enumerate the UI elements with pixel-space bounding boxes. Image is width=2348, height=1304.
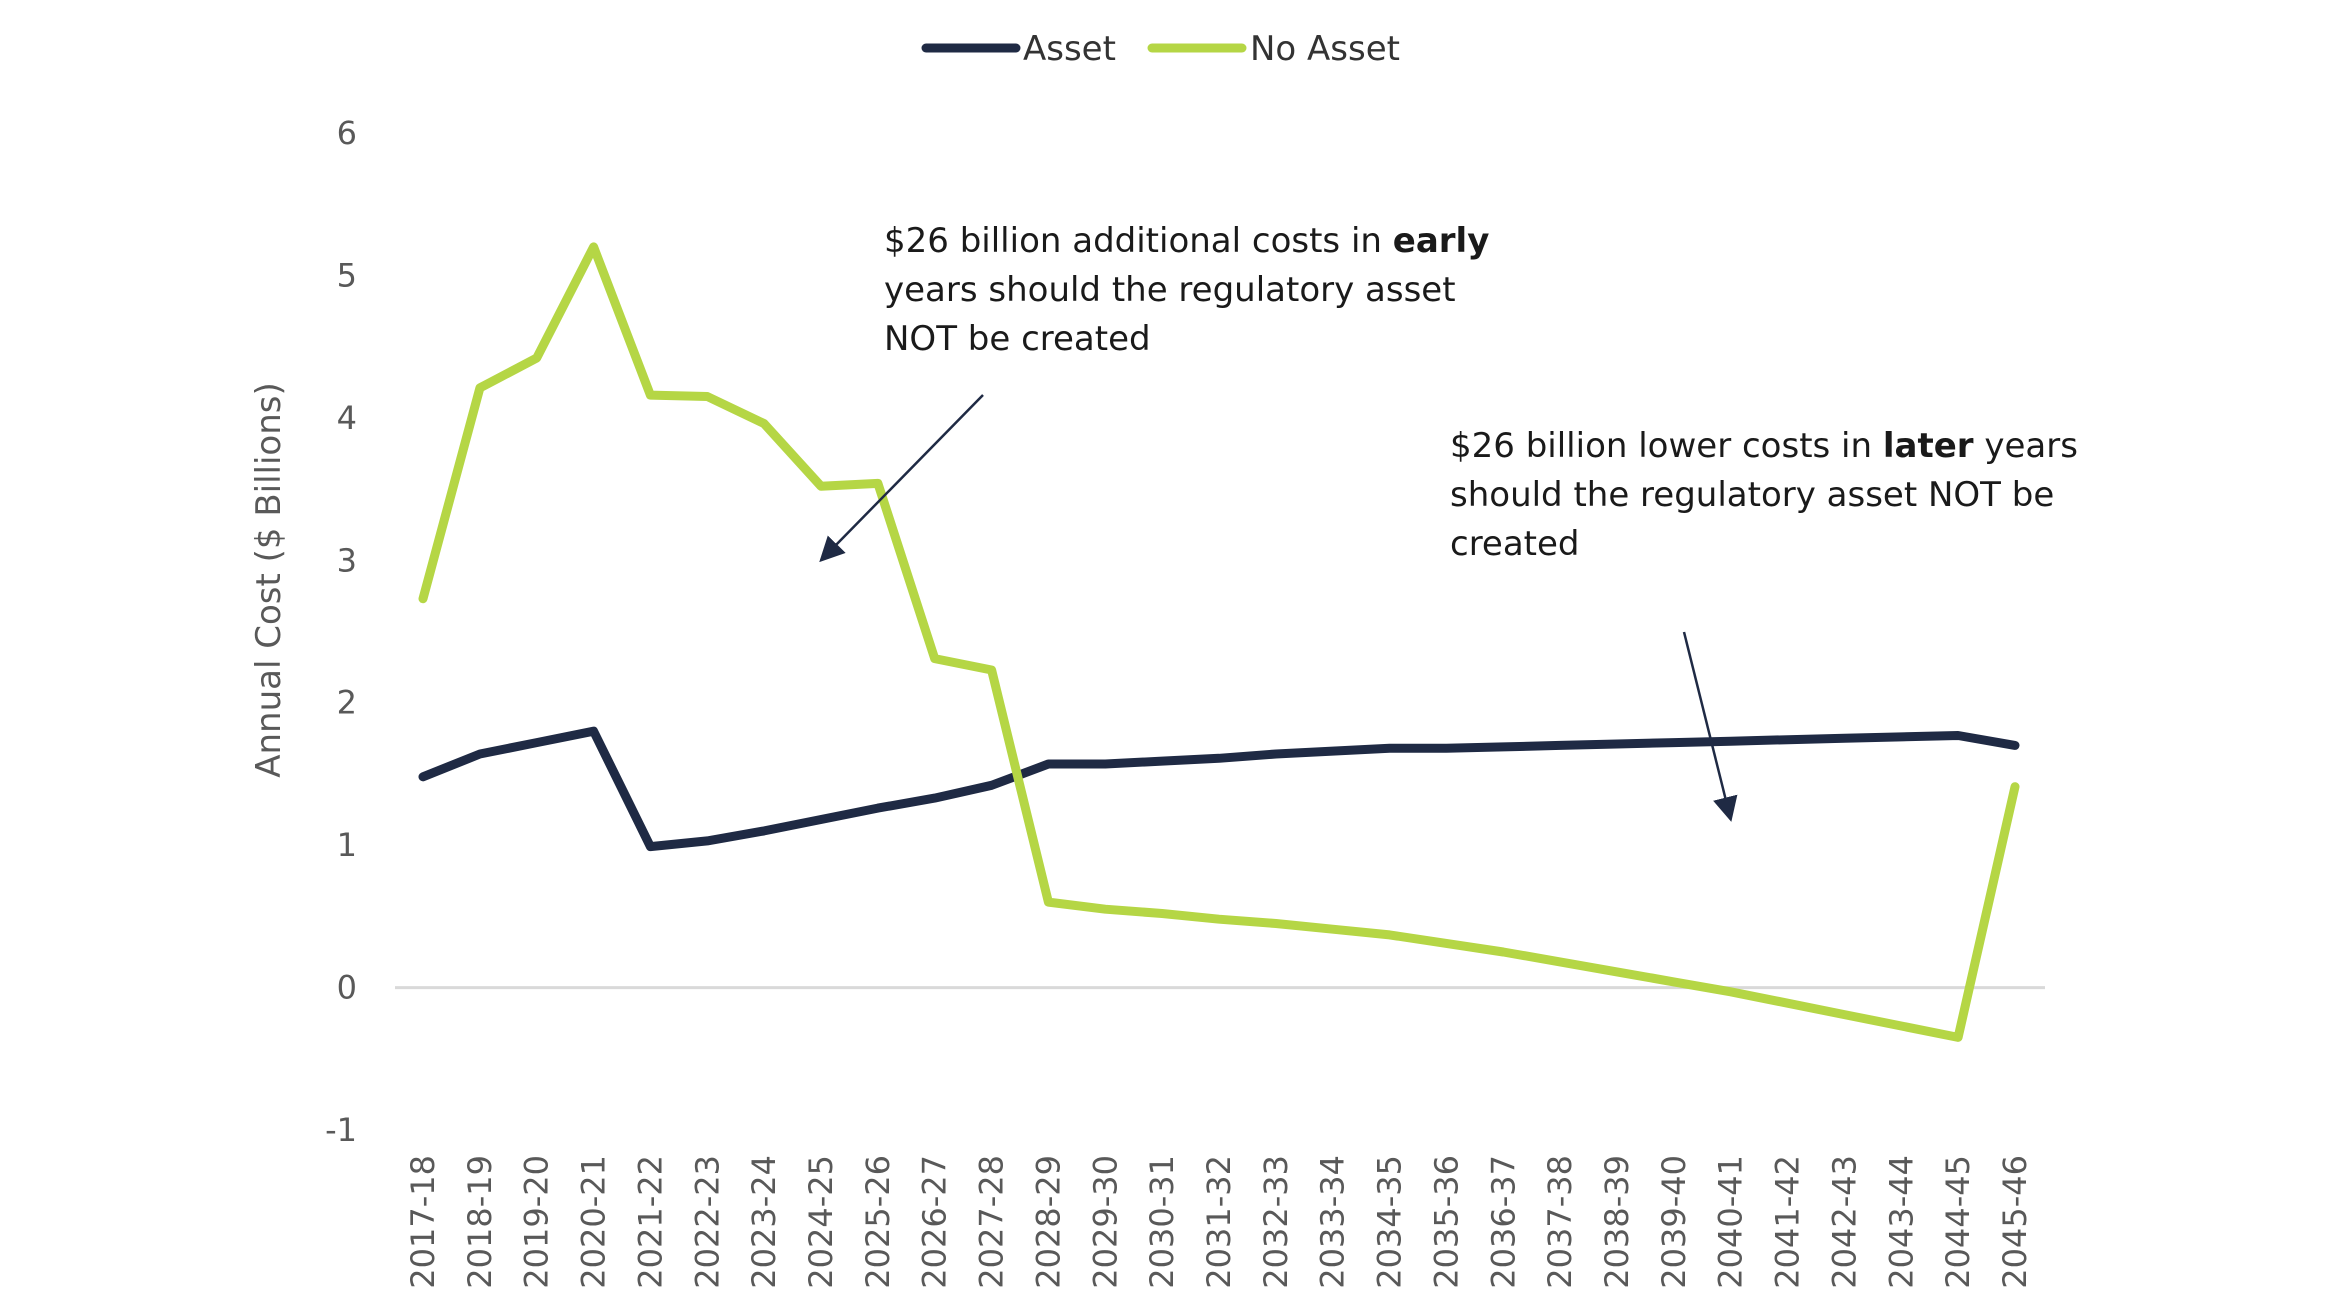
- x-tick-label: 2033-34: [1314, 1155, 1352, 1289]
- x-tick-label: 2017-18: [404, 1155, 442, 1289]
- y-tick-label: 0: [337, 969, 357, 1007]
- x-axis-ticks: 2017-18 2018-19 2019-20 2020-21 2021-22 2022-…: [404, 1155, 2034, 1289]
- annotation-arrow-later: [1682, 631, 1738, 822]
- series-line-asset: [418, 726, 2020, 852]
- x-tick-label: 2026-27: [916, 1155, 954, 1289]
- annotation-text-later: should the regulatory asset NOT be: [1450, 475, 2054, 515]
- x-tick-label: 2019-20: [518, 1155, 556, 1289]
- y-tick-label: 1: [337, 826, 357, 864]
- y-tick-label: 6: [337, 114, 357, 152]
- x-tick-label: 2028-29: [1029, 1155, 1067, 1289]
- annotation-text-later: $26 billion lower costs in later years: [1450, 426, 2078, 466]
- legend: Asset No Asset: [921, 29, 1400, 69]
- x-tick-label: 2035-36: [1427, 1155, 1465, 1289]
- y-tick-label: 5: [337, 256, 357, 294]
- x-tick-label: 2029-30: [1086, 1155, 1124, 1289]
- x-tick-label: 2018-19: [461, 1155, 499, 1289]
- x-tick-label: 2020-21: [575, 1155, 613, 1289]
- annotations: $26 billion additional costs in early yea…: [819, 221, 2078, 822]
- y-tick-label: 4: [337, 399, 357, 437]
- x-tick-label: 2030-31: [1143, 1155, 1181, 1289]
- y-axis-ticks: -1 0 1 2 3 4 5 6: [325, 114, 357, 1149]
- x-tick-label: 2027-28: [973, 1155, 1011, 1289]
- x-tick-label: 2045-46: [1996, 1155, 2034, 1289]
- annotation-text-early: years should the regulatory asset: [884, 270, 1456, 310]
- x-tick-label: 2025-26: [859, 1155, 897, 1289]
- annotation-text-later: created: [1450, 524, 1580, 564]
- annotation-text-early: $26 billion additional costs in early: [884, 221, 1489, 261]
- x-tick-label: 2024-25: [802, 1155, 840, 1289]
- annotation-arrow-early: [819, 394, 984, 563]
- y-tick-label: -1: [325, 1111, 357, 1149]
- x-tick-label: 2036-37: [1484, 1155, 1522, 1289]
- x-tick-label: 2039-40: [1655, 1155, 1693, 1289]
- x-tick-label: 2044-45: [1939, 1155, 1977, 1289]
- x-tick-label: 2043-44: [1882, 1155, 1920, 1289]
- x-tick-label: 2038-39: [1598, 1155, 1636, 1289]
- legend-label-no-asset: No Asset: [1250, 29, 1400, 69]
- x-tick-label: 2022-23: [688, 1155, 726, 1289]
- x-tick-label: 2034-35: [1371, 1155, 1409, 1289]
- x-tick-label: 2040-41: [1712, 1155, 1750, 1289]
- x-tick-label: 2032-33: [1257, 1155, 1295, 1289]
- annotation-text-early: NOT be created: [884, 319, 1151, 359]
- x-tick-label: 2023-24: [745, 1155, 783, 1289]
- x-tick-label: 2031-32: [1200, 1155, 1238, 1289]
- x-tick-label: 2021-22: [631, 1155, 669, 1289]
- y-tick-label: 3: [337, 541, 357, 579]
- x-tick-label: 2041-42: [1769, 1155, 1807, 1289]
- y-tick-label: 2: [337, 684, 357, 722]
- x-tick-label: 2042-43: [1825, 1155, 1863, 1289]
- series-line-no-asset: [418, 242, 2020, 1042]
- y-axis-label: Annual Cost ($ Billions): [249, 382, 289, 778]
- legend-label-asset: Asset: [1023, 29, 1116, 69]
- x-tick-label: 2037-38: [1541, 1155, 1579, 1289]
- series-group: [418, 242, 2020, 1042]
